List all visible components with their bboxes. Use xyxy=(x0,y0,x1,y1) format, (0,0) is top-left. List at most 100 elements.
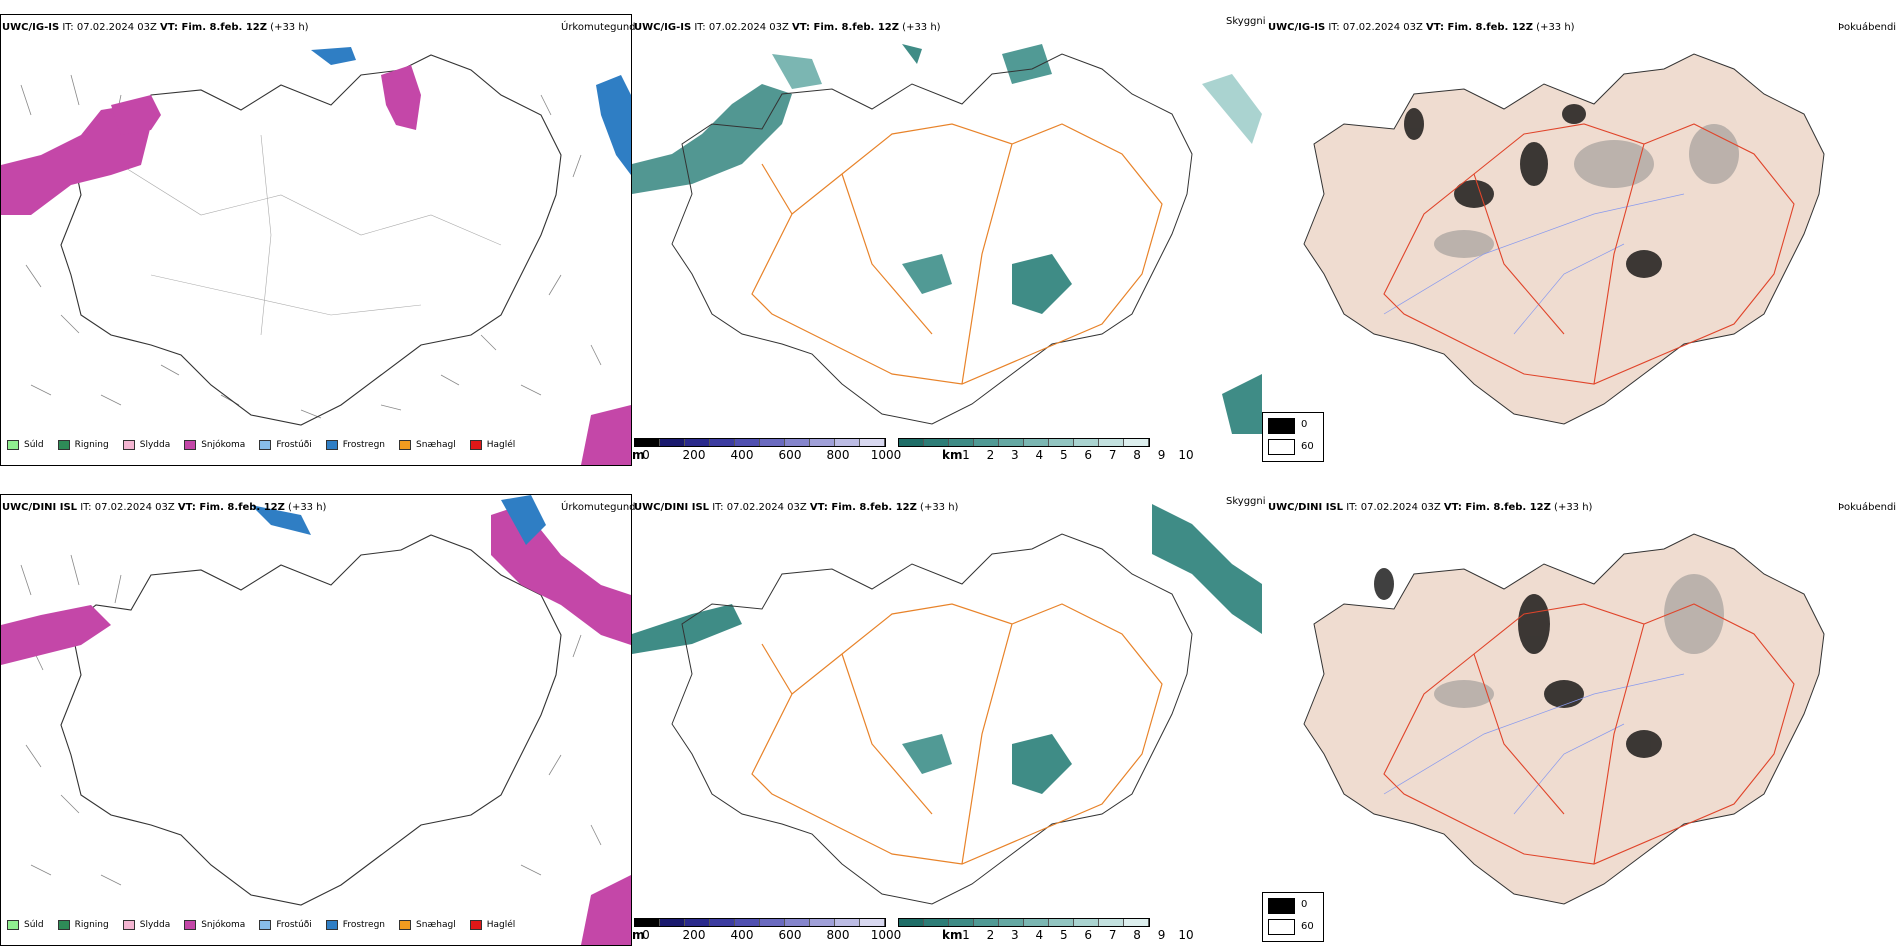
colorbar-cell xyxy=(735,439,760,446)
tick-label: 2 xyxy=(986,928,995,942)
colorbar-cell xyxy=(710,439,735,446)
colorbar-cell xyxy=(949,439,974,446)
model-name: UWC/IG-IS xyxy=(1268,22,1326,33)
legend-swatch xyxy=(259,440,272,450)
legend-label: Súld xyxy=(24,920,44,930)
colorbar-cell xyxy=(635,439,660,446)
tick-label: 800 xyxy=(826,928,850,942)
frz-area-n xyxy=(311,47,356,65)
tick-label: 6 xyxy=(1084,448,1093,462)
legend-swatch xyxy=(469,440,482,450)
legend-item-snjókoma: Snjókoma xyxy=(184,920,245,930)
colorbar-cell xyxy=(974,439,999,446)
fog-label-0: 0 xyxy=(1301,899,1308,910)
fog-title-1: Þokuábendi xyxy=(1838,22,1897,33)
legend-swatch xyxy=(399,440,412,450)
tick-label: 200 xyxy=(682,448,706,462)
colorbar-cell xyxy=(924,919,949,926)
legend-swatch xyxy=(399,920,412,930)
colorbar-cell xyxy=(1124,439,1149,446)
legend-item-snæhagl: Snæhagl xyxy=(399,440,456,450)
legend-label: Frostúði xyxy=(276,440,312,450)
valid-time: VT: Fim. 8.feb. 12Z xyxy=(177,502,285,513)
colorbar-cell xyxy=(1024,919,1049,926)
tick-label: 10 xyxy=(1178,448,1194,462)
tick-label: 600 xyxy=(778,928,802,942)
cloudbase-ticks-2: 0 200 400 600 800 1000 xyxy=(642,928,901,942)
legend-item-snæhagl: Snæhagl xyxy=(399,920,456,930)
colorbar-cell xyxy=(999,439,1024,446)
legend-item-frostregn: Frostregn xyxy=(325,440,385,450)
snow-area-ne xyxy=(381,65,421,130)
colorbar-cell xyxy=(785,919,810,926)
legend-item-slydda: Slydda xyxy=(122,440,171,450)
tick-label: 10 xyxy=(1178,928,1194,942)
cloudbase-unit-2: m xyxy=(632,928,645,942)
tick-label: 4 xyxy=(1035,928,1044,942)
legend-item-rigning: Rigning xyxy=(57,440,109,450)
tick-label: 200 xyxy=(682,928,706,942)
colorbar-cell xyxy=(660,919,685,926)
header-2c: UWC/DINI ISL IT: 07.02.2024 03Z VT: Fim.… xyxy=(1268,502,1592,514)
legend-item-súld: Súld xyxy=(7,440,44,450)
fog-legend-2: 0 60 xyxy=(1262,892,1324,942)
colorbar-cell xyxy=(1024,439,1049,446)
lead-time: (+33 h) xyxy=(266,22,309,33)
colorbar-cell xyxy=(835,439,860,446)
legend-swatch xyxy=(325,440,338,450)
legend-item-haglél: Haglél xyxy=(469,920,516,930)
tick-label: 3 xyxy=(1011,928,1019,942)
legend-label: Slydda xyxy=(139,440,171,450)
tick-label: 0 xyxy=(642,448,650,462)
tick-label: 3 xyxy=(1011,448,1019,462)
row-1: Súld Rigning Slydda Snjókoma Frostúði Frostre… xyxy=(0,0,1900,470)
legend-item-snjókoma: Snjókoma xyxy=(184,440,245,450)
tick-label: 1000 xyxy=(870,448,902,462)
legend-item-slydda: Slydda xyxy=(122,920,171,930)
lead-time: (+33 h) xyxy=(284,502,327,513)
colorbar-cell xyxy=(685,439,710,446)
tick-label: 9 xyxy=(1157,448,1166,462)
fog-swatch-0 xyxy=(1268,898,1295,914)
tick-label: 9 xyxy=(1157,928,1166,942)
precip-legend-1: Súld Rigning Slydda Snjókoma Frostúði Frostre… xyxy=(7,440,529,450)
tick-label: 800 xyxy=(826,448,850,462)
legend-item-rigning: Rigning xyxy=(57,920,109,930)
colorbar-cell xyxy=(810,919,835,926)
cloudbase-bar-1 xyxy=(634,438,886,447)
legend-label: Frostregn xyxy=(342,920,386,930)
cloudbase-ticks-1: 0 200 400 600 800 1000 xyxy=(642,448,901,462)
colorbar-cell xyxy=(899,919,924,926)
legend-label: Snæhagl xyxy=(416,920,456,930)
vis-ticks-2: 1 2 3 4 5 6 7 8 9 10 xyxy=(962,928,1193,942)
tick-label: 0 xyxy=(642,928,650,942)
tick-label: 5 xyxy=(1059,928,1068,942)
fog-map-2 xyxy=(1303,533,1825,905)
colorbar-cell xyxy=(735,919,760,926)
vis-unit-2: km xyxy=(942,928,963,942)
legend-label: Súld xyxy=(24,440,44,450)
colorbar-cell xyxy=(974,919,999,926)
fog-label-60: 60 xyxy=(1301,921,1314,932)
lead-time: (+33 h) xyxy=(898,22,941,33)
colorbar-cell xyxy=(810,439,835,446)
fog-label-0: 0 xyxy=(1301,419,1308,430)
colorbar-cell xyxy=(860,919,885,926)
colorbar-cell xyxy=(710,919,735,926)
vis-map-1 xyxy=(632,44,1262,434)
legend-swatch xyxy=(259,920,272,930)
tick-label: 7 xyxy=(1108,928,1117,942)
vis-title-1: Skyggni xyxy=(1226,16,1266,27)
legend-swatch xyxy=(184,920,197,930)
header-1c: UWC/IG-IS IT: 07.02.2024 03Z VT: Fim. 8.… xyxy=(1268,22,1575,34)
cloudbase-bar-2 xyxy=(634,918,886,927)
colorbar-cell xyxy=(835,919,860,926)
fog-label-60: 60 xyxy=(1301,441,1314,452)
legend-label: Frostúði xyxy=(276,920,312,930)
legend-label: Slydda xyxy=(139,920,171,930)
vis-bar-1 xyxy=(898,438,1150,447)
lead-time: (+33 h) xyxy=(1532,22,1575,33)
legend-swatch xyxy=(122,920,135,930)
legend-label: Haglél xyxy=(486,920,516,930)
iceland-outline xyxy=(60,54,562,426)
